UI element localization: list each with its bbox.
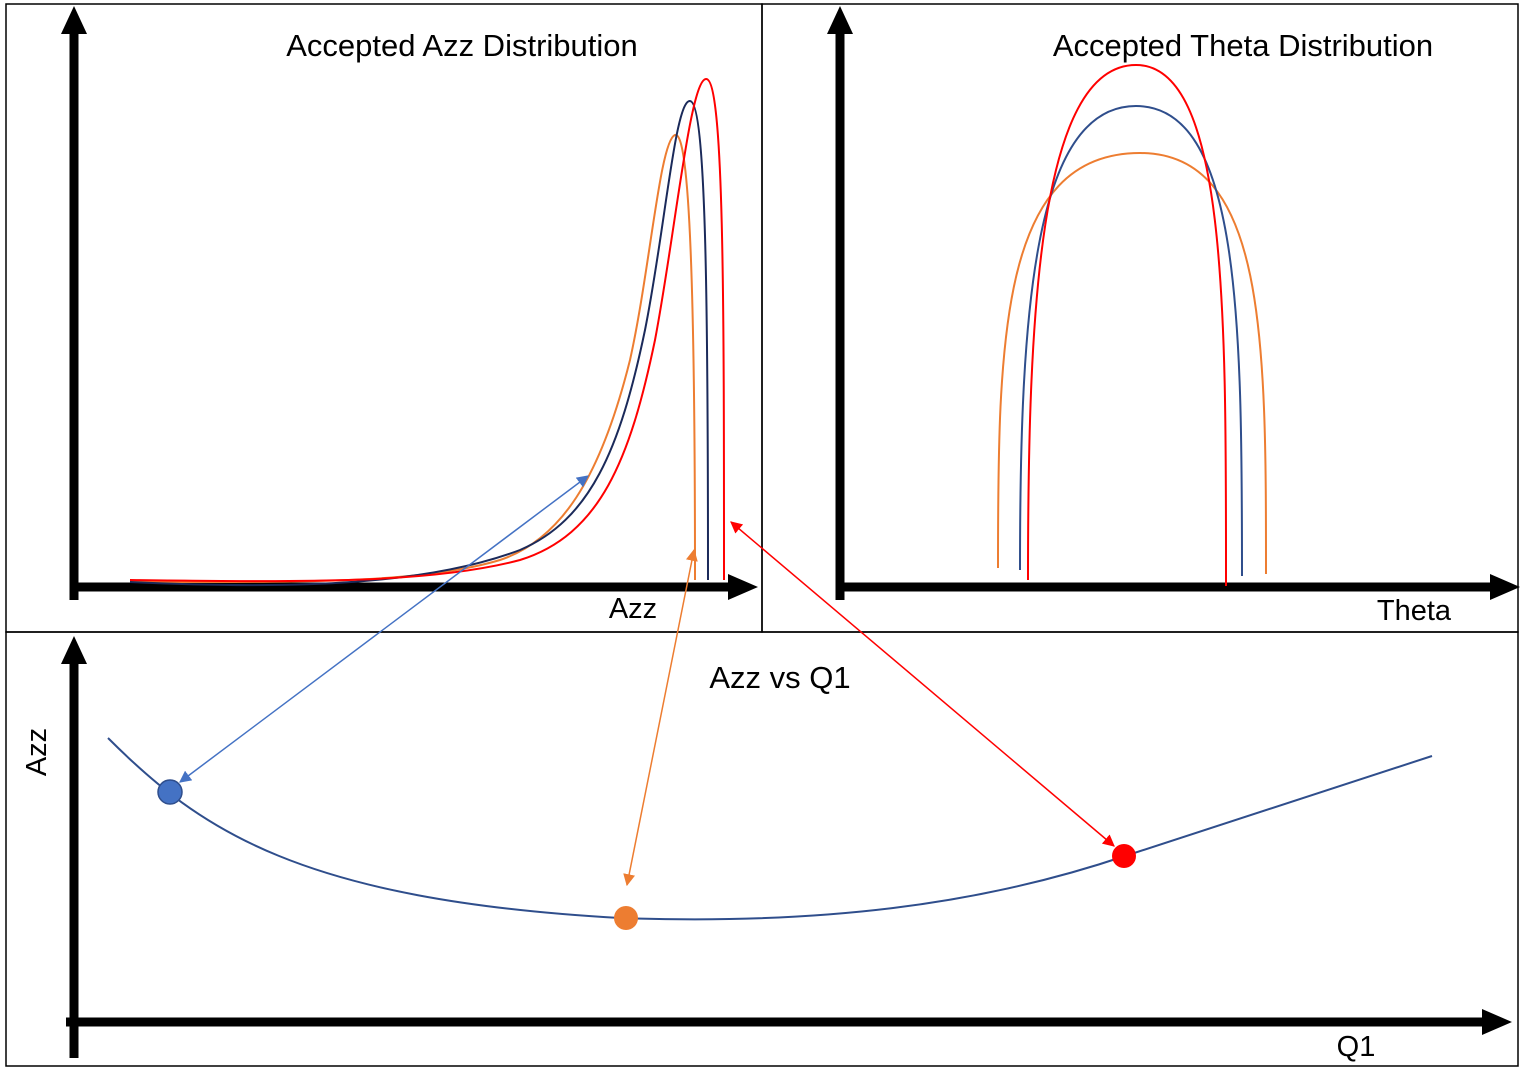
q1-point-orange — [614, 906, 638, 930]
theta-curve-blue — [1019, 104, 1243, 577]
theta-distribution-title: Accepted Theta Distribution — [1053, 28, 1433, 63]
panel-frame-azz-vs-q1 — [5, 631, 1519, 1067]
axis-arrowhead-icon — [1490, 574, 1520, 600]
azz-curve-navy — [129, 99, 709, 587]
azz-vs-q1-x-axis — [66, 1009, 1512, 1035]
axis-arrowhead-icon — [728, 574, 758, 600]
azz-vs-q1-x-label: Q1 — [1337, 1031, 1376, 1063]
axis-arrowhead-icon — [61, 636, 87, 664]
axis-arrowhead-icon — [1482, 1009, 1512, 1035]
azz-distribution-panel: Accepted Azz Distribution Azz — [61, 6, 758, 625]
azz-distribution-x-label: Azz — [609, 593, 657, 625]
azz-distribution-title: Accepted Azz Distribution — [286, 28, 638, 63]
panel-frame-azz-distribution — [5, 3, 763, 633]
q1-point-red — [1112, 844, 1136, 868]
link-arrow-red — [730, 521, 1115, 847]
link-arrow-orange — [623, 548, 698, 887]
azz-vs-q1-title: Azz vs Q1 — [709, 660, 850, 695]
theta-distribution-x-label: Theta — [1377, 595, 1452, 627]
axis-arrowhead-icon — [61, 6, 87, 34]
link-arrow-blue — [179, 475, 589, 783]
theta-distribution-panel: Accepted Theta Distribution Theta — [827, 6, 1520, 627]
theta-distribution-y-axis — [827, 6, 853, 600]
azz-vs-q1-y-label: Azz — [21, 728, 53, 776]
azz-curve-orange — [129, 134, 696, 584]
azz-vs-q1-panel: Azz vs Q1 Q1 Azz — [21, 636, 1512, 1063]
theta-curve-red — [1027, 63, 1228, 587]
panel-frames — [5, 3, 1519, 1067]
link-arrows — [179, 475, 1115, 887]
axis-arrowhead-icon — [827, 6, 853, 34]
azz-curve-red — [129, 77, 725, 583]
azz-vs-q1-y-axis — [61, 636, 87, 1058]
azz-distribution-y-axis — [61, 6, 87, 600]
azz-vs-q1-curve — [107, 737, 1433, 921]
q1-point-blue — [157, 779, 183, 805]
theta-curve-orange — [997, 151, 1267, 575]
panel-frame-theta-distribution — [761, 3, 1519, 633]
